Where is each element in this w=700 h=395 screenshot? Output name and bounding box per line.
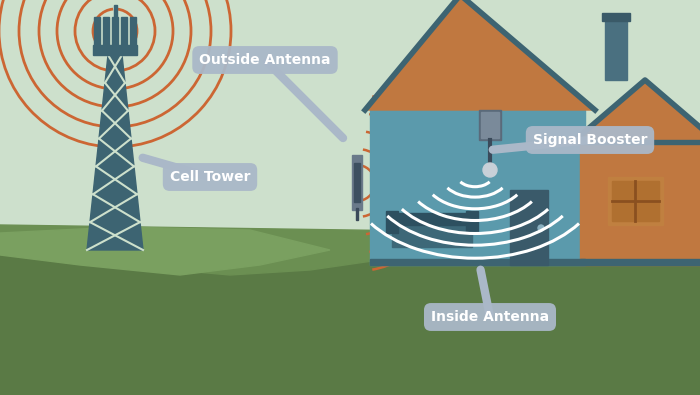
Bar	[608, 177, 663, 225]
Bar	[580, 140, 700, 144]
Bar	[481, 112, 499, 138]
Bar	[580, 140, 700, 265]
Polygon shape	[87, 55, 143, 250]
Bar	[580, 259, 700, 265]
Bar	[354, 163, 360, 202]
Circle shape	[483, 163, 497, 177]
Polygon shape	[0, 237, 700, 395]
Bar	[392, 213, 472, 225]
Text: Inside Antenna: Inside Antenna	[431, 310, 549, 324]
Bar	[510, 190, 548, 265]
Bar	[352, 155, 362, 210]
Bar	[130, 17, 136, 45]
Text: Cell Tower: Cell Tower	[170, 170, 251, 184]
Bar	[356, 208, 358, 220]
Bar	[113, 5, 116, 17]
Polygon shape	[365, 0, 595, 110]
Polygon shape	[575, 80, 700, 140]
Bar	[612, 181, 659, 221]
Circle shape	[538, 225, 544, 231]
Text: Outside Antenna: Outside Antenna	[199, 53, 330, 67]
Bar	[392, 219, 472, 247]
Bar	[370, 259, 585, 265]
Bar	[94, 17, 100, 45]
Bar	[0, 255, 700, 395]
Bar	[112, 17, 118, 45]
Bar	[93, 45, 137, 55]
Text: Signal Booster: Signal Booster	[533, 133, 648, 147]
Bar	[602, 13, 630, 21]
Bar	[605, 15, 627, 80]
Bar	[103, 17, 109, 45]
Bar	[466, 211, 478, 233]
Polygon shape	[0, 227, 330, 275]
Polygon shape	[0, 225, 700, 275]
Bar	[386, 211, 398, 233]
Bar	[479, 110, 501, 140]
Bar	[370, 110, 585, 265]
Bar	[121, 17, 127, 45]
